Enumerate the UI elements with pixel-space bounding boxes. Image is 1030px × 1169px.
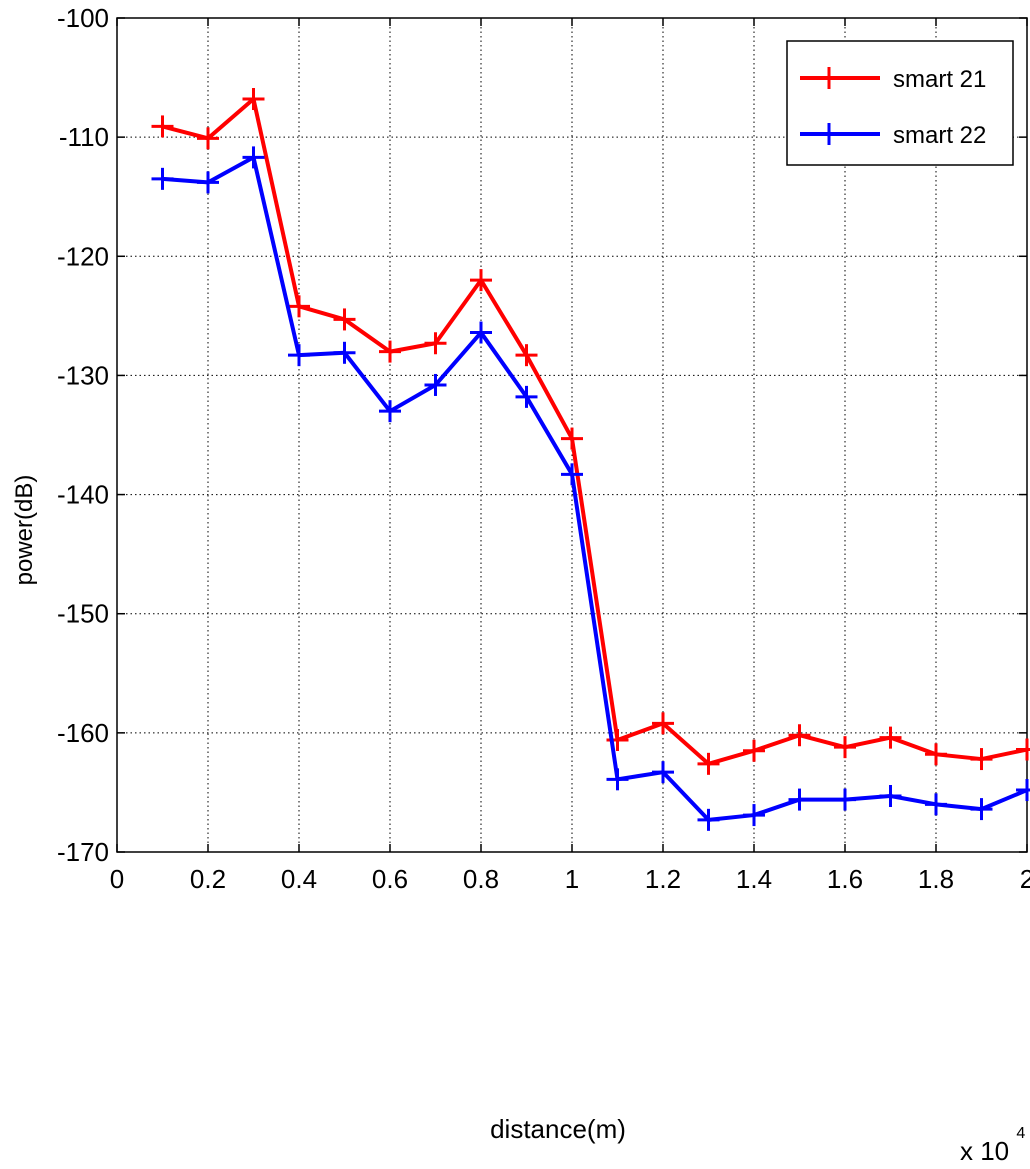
x-axis-label: distance(m) [490, 1114, 626, 1144]
data-point-marker [697, 808, 720, 831]
data-point-marker [743, 739, 765, 762]
x-tick-label: 0 [110, 864, 124, 894]
x-tick-label: 0.4 [281, 864, 317, 894]
x-tick-label: 0.2 [190, 864, 226, 894]
data-point-marker [970, 798, 993, 821]
legend: smart 21 smart 22 [786, 40, 1014, 166]
grid [117, 18, 1027, 852]
y-tick-label: -110 [59, 122, 109, 152]
tick-labels: 0 0.2 0.4 0.6 0.8 1 1.2 1.4 1.6 1.8 2 -100 -110 -120 -… [57, 3, 1030, 894]
series-0 [151, 88, 1030, 775]
legend-label: smart 21 [893, 66, 986, 93]
x-tick-label: 0.6 [372, 864, 408, 894]
x-multiplier-label: x 10 4 [960, 1125, 1025, 1166]
data-point-marker [561, 427, 583, 450]
axes [116, 17, 1028, 853]
data-point-marker [652, 761, 674, 784]
data-point-marker [1016, 779, 1030, 802]
data-point-marker [515, 385, 538, 408]
series-line [161, 97, 1028, 766]
legend-box [786, 40, 1014, 166]
series-1 [151, 146, 1030, 831]
y-axis-label: power(dB) [11, 475, 38, 586]
x-multiplier-base: x 10 [960, 1136, 1009, 1166]
data-point-marker [197, 127, 219, 150]
data-point-marker [288, 295, 310, 318]
data-point-marker [879, 785, 902, 808]
data-point-marker [788, 724, 811, 747]
data-point-marker [606, 768, 629, 791]
data-point-marker [1016, 738, 1030, 761]
data-point-marker [697, 752, 720, 775]
data-point-marker [470, 269, 492, 292]
data-point-marker [834, 736, 856, 759]
y-tick-label: -150 [57, 599, 109, 629]
y-tick-label: -160 [57, 718, 109, 748]
legend-label: smart 22 [893, 122, 986, 149]
data-point-marker [379, 400, 401, 423]
y-tick-label: -120 [57, 241, 109, 271]
x-tick-label: 1.6 [827, 864, 863, 894]
data-point-marker [515, 344, 538, 367]
data-point-marker [834, 788, 856, 811]
data-point-marker [333, 308, 356, 331]
data-point-marker [424, 373, 447, 396]
x-multiplier-exponent: 4 [1016, 1125, 1025, 1142]
data-point-marker [333, 341, 356, 364]
y-tick-label: -170 [57, 837, 109, 867]
x-tick-label: 1.2 [645, 864, 681, 894]
data-point-marker [788, 788, 811, 811]
x-tick-label: 2 [1020, 864, 1030, 894]
data-point-marker [561, 463, 583, 486]
data-point-marker [652, 712, 674, 735]
data-point-marker [470, 321, 492, 344]
data-point-marker [151, 167, 174, 190]
data-point-marker [743, 804, 765, 827]
x-tick-label: 1.4 [736, 864, 772, 894]
data-point-marker [925, 793, 947, 816]
data-point-marker [197, 171, 219, 194]
data-point-marker [151, 115, 174, 138]
data-point-marker [242, 146, 265, 169]
legend-entries: smart 21 smart 22 [800, 66, 986, 149]
x-tick-label: 1 [565, 864, 579, 894]
y-tick-label: -130 [57, 360, 109, 390]
data-point-marker [379, 340, 401, 363]
x-tick-label: 0.8 [463, 864, 499, 894]
data-point-marker [424, 332, 447, 355]
data-point-marker [288, 344, 310, 367]
data-point-marker [879, 726, 902, 749]
y-tick-label: -140 [57, 480, 109, 510]
data-point-marker [970, 748, 993, 771]
series-group [151, 88, 1030, 831]
x-tick-label: 1.8 [918, 864, 954, 894]
data-point-marker [925, 743, 947, 766]
data-point-marker [242, 88, 265, 111]
y-tick-label: -100 [57, 3, 109, 33]
